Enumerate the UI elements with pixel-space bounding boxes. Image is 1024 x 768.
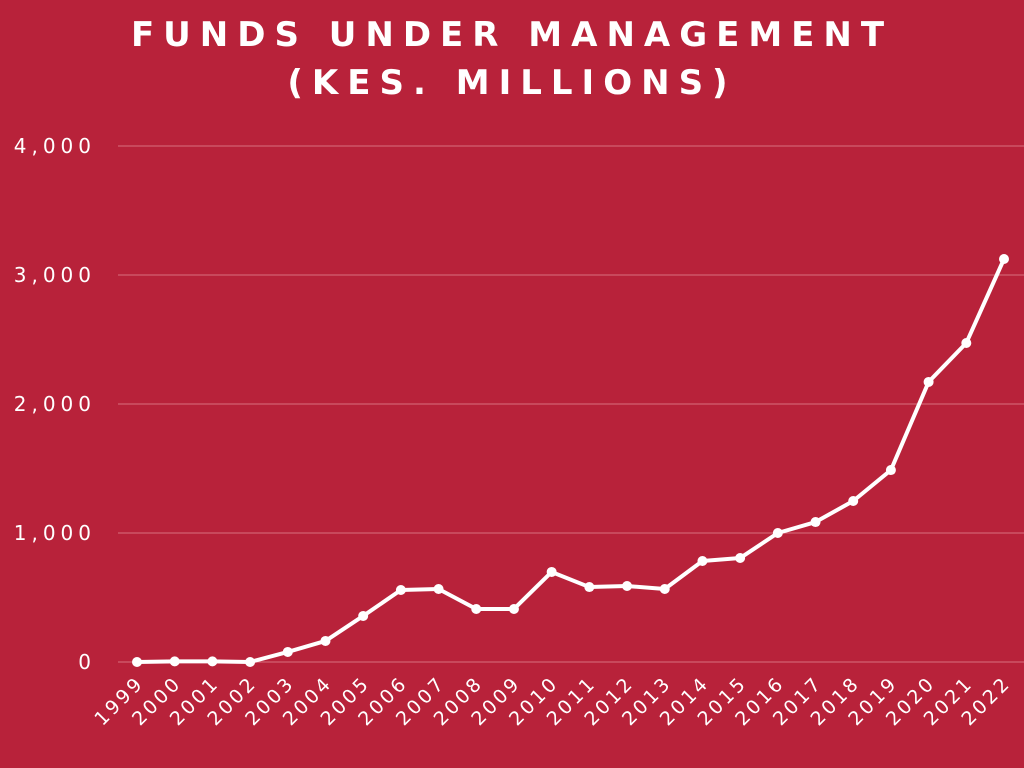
y-tick-label: 1,000 — [14, 521, 96, 545]
chart-title-line-1: FUNDS UNDER MANAGEMENT — [130, 15, 894, 55]
data-point — [735, 553, 746, 564]
y-tick-label: 0 — [78, 650, 96, 674]
data-point — [923, 376, 934, 387]
data-point — [584, 582, 595, 593]
data-point — [471, 603, 482, 614]
data-point — [885, 465, 896, 476]
data-point — [169, 656, 180, 667]
data-point — [848, 496, 859, 507]
data-point — [207, 656, 218, 667]
data-point — [697, 555, 708, 566]
data-point — [132, 657, 142, 667]
y-tick-label: 3,000 — [14, 263, 96, 287]
data-point — [772, 528, 783, 538]
data-point — [320, 635, 331, 646]
y-tick-label: 2,000 — [14, 392, 96, 416]
y-tick-label: 4,000 — [14, 134, 96, 158]
data-point — [245, 657, 256, 667]
data-point — [810, 517, 821, 528]
data-point — [659, 583, 670, 594]
data-point — [546, 566, 557, 577]
data-point — [622, 581, 633, 592]
data-point — [358, 610, 369, 621]
chart-title-line-2: (KES. MILLIONS) — [287, 63, 737, 103]
data-point — [961, 337, 972, 348]
series-line — [136, 258, 1006, 664]
data-point — [395, 585, 406, 596]
data-point — [433, 583, 444, 594]
data-point — [999, 254, 1009, 265]
data-point — [508, 603, 519, 614]
data-point — [282, 646, 293, 657]
